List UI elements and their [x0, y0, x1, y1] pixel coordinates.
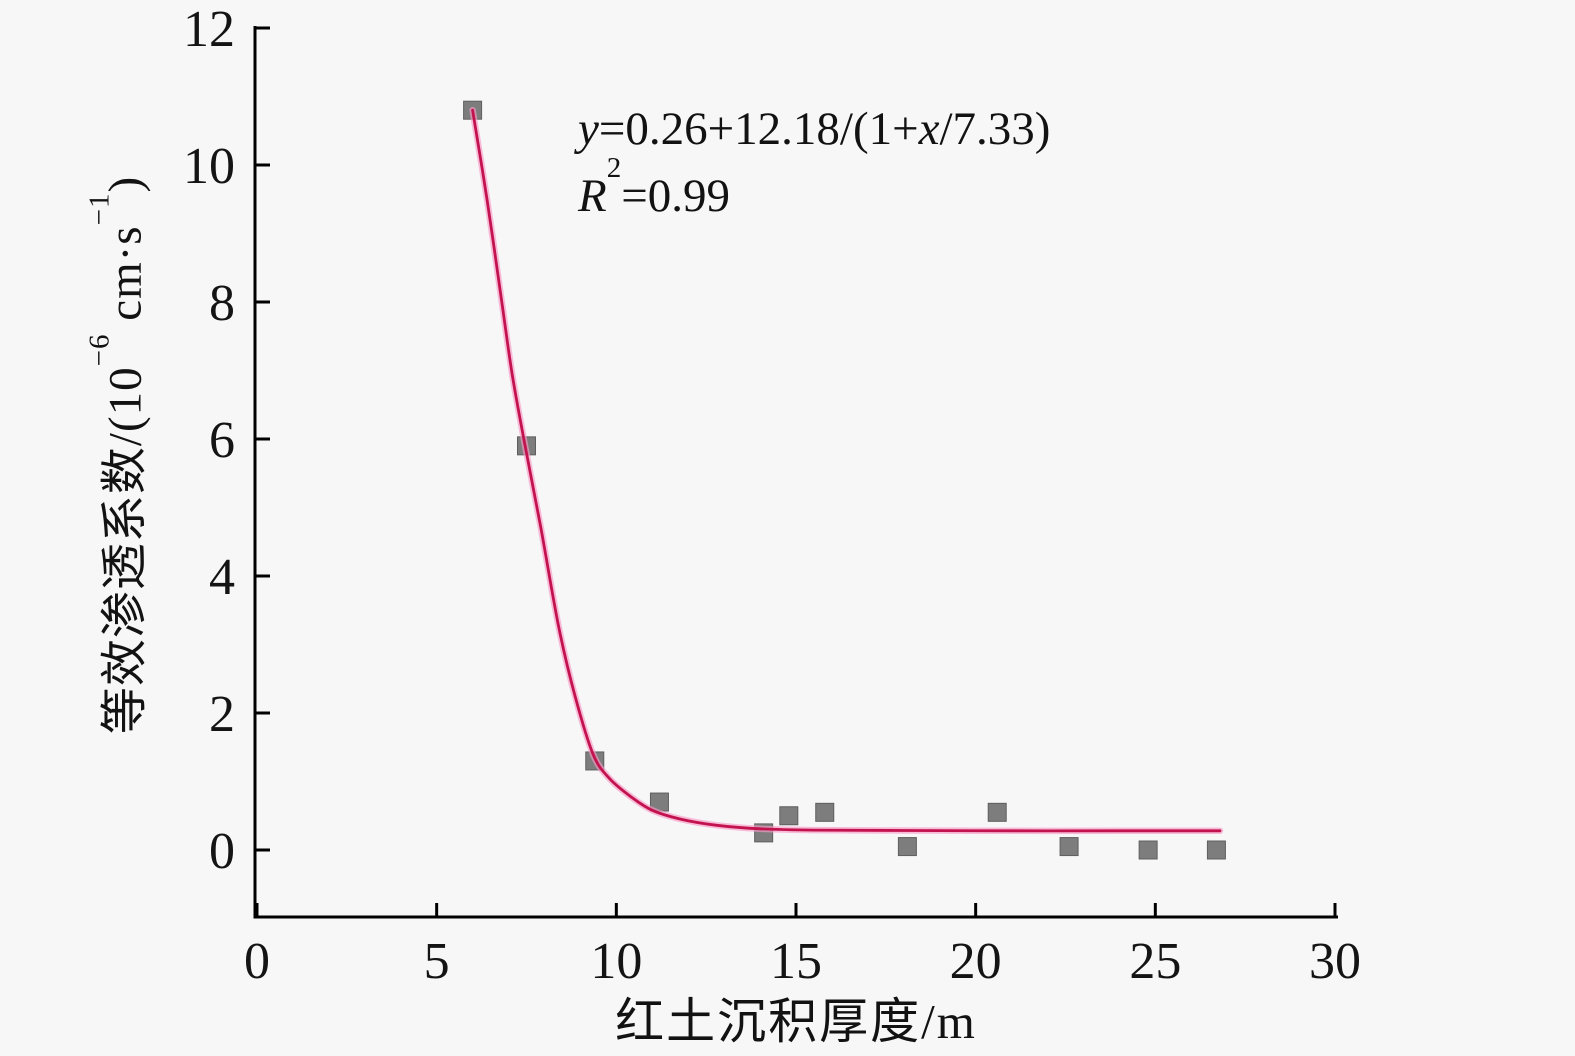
y-tick-label: 0 — [209, 823, 235, 880]
x-axis-title: 红土沉积厚度/m — [615, 994, 977, 1049]
fit-curve-line — [471, 108, 1222, 833]
fit-equation: y=0.26+12.18/(1+x/7.33) R2=0.99 — [578, 96, 1050, 230]
y-tick-label: 6 — [209, 412, 235, 469]
data-point — [779, 806, 799, 826]
y-axis-title-text: 等效渗透系数/(10 — [99, 366, 152, 735]
data-point — [987, 802, 1007, 822]
x-tick-label: 5 — [424, 933, 450, 990]
x-tick-label: 15 — [770, 933, 822, 990]
equation-text: /7.33) — [939, 103, 1051, 155]
x-tick-label: 0 — [244, 933, 270, 990]
y-axis-title-unit-exponent: −1 — [83, 192, 116, 226]
y-tick-label: 8 — [209, 275, 235, 332]
y-axis-title-exponent: −6 — [83, 333, 116, 367]
equation-var-y: y — [578, 103, 599, 155]
data-point — [815, 802, 835, 822]
y-axis-title-unit: cm·s — [99, 225, 152, 334]
r-squared-value: =0.99 — [621, 170, 730, 222]
equation-text: =0.26+12.18/(1+ — [598, 103, 919, 155]
y-axis-title-close: ) — [99, 175, 152, 193]
y-tick-label: 2 — [209, 686, 235, 743]
x-tick-label: 10 — [590, 933, 642, 990]
equation-var-x: x — [918, 103, 940, 155]
data-point — [1138, 840, 1158, 860]
y-tick-label: 12 — [183, 1, 235, 58]
y-tick-label: 10 — [183, 138, 235, 195]
r-squared-var: R — [578, 170, 607, 222]
r-squared-exponent: 2 — [606, 152, 622, 185]
fit-equation-line2: R2=0.99 — [578, 154, 1050, 230]
y-tick-label: 4 — [209, 549, 235, 606]
fit-equation-line1: y=0.26+12.18/(1+x/7.33) — [578, 96, 1050, 163]
data-point — [897, 837, 917, 857]
x-tick-label: 20 — [950, 933, 1002, 990]
x-tick-label: 25 — [1129, 933, 1181, 990]
y-axis-title: 等效渗透系数/(10−6 cm·s−1) — [83, 175, 155, 735]
data-point — [1059, 837, 1079, 857]
x-tick-label: 30 — [1309, 933, 1361, 990]
data-point — [1206, 840, 1226, 860]
